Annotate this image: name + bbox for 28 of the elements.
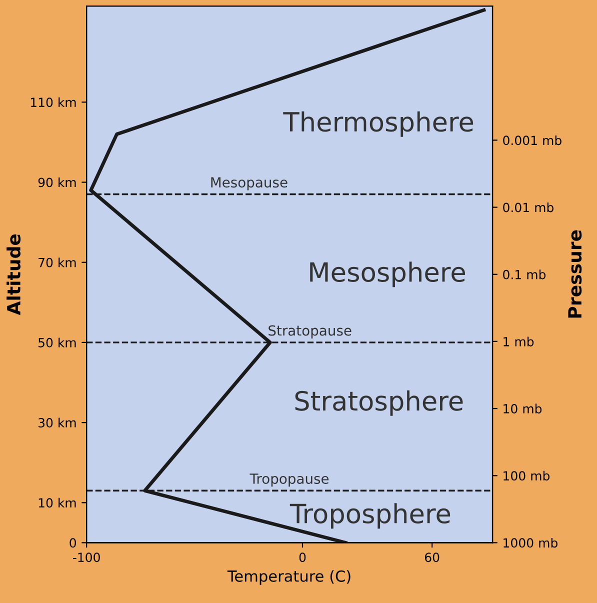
y-tick-label: 110 km: [30, 97, 76, 108]
annotation: Thermosphere: [283, 111, 474, 137]
line-series: [89, 8, 486, 543]
x-tick-label: -100: [72, 552, 100, 562]
y2-tick-label: 100 mb: [504, 470, 550, 481]
x-axis-title: Temperature (C): [227, 570, 350, 585]
ref-line-label: Mesopause: [211, 177, 288, 190]
y-axis-title: Altitude: [6, 234, 21, 316]
y-tick-label: 90 km: [38, 178, 76, 188]
y2-tick-label: 10 mb: [504, 404, 542, 414]
y2-tick-label: 0.01 mb: [503, 202, 554, 212]
y-tick-label: 50 km: [38, 338, 76, 348]
y-tick-label: 30 km: [38, 418, 76, 428]
y2-tick-label: 0.1 mb: [503, 270, 546, 280]
y-tick-label: 0: [70, 538, 76, 548]
y2-tick-label: 0.001 mb: [503, 135, 562, 146]
y2-tick-label: 1000 mb: [504, 538, 558, 548]
y-tick-label: 10 km: [38, 498, 76, 508]
annotation: Troposphere: [290, 503, 450, 529]
annotation: Mesosphere: [310, 262, 465, 288]
y2-axis-title: Pressure: [568, 230, 582, 318]
x-tick-label: 60: [424, 552, 440, 562]
ref-line-label: Stratopause: [268, 325, 352, 338]
ref-line-label: Tropopause: [250, 474, 329, 487]
y-tick-label: 70 km: [38, 258, 76, 268]
x-tick-label: 0: [299, 552, 306, 562]
y2-tick-label: 1 mb: [504, 336, 534, 346]
annotation: Stratosphere: [295, 390, 463, 416]
